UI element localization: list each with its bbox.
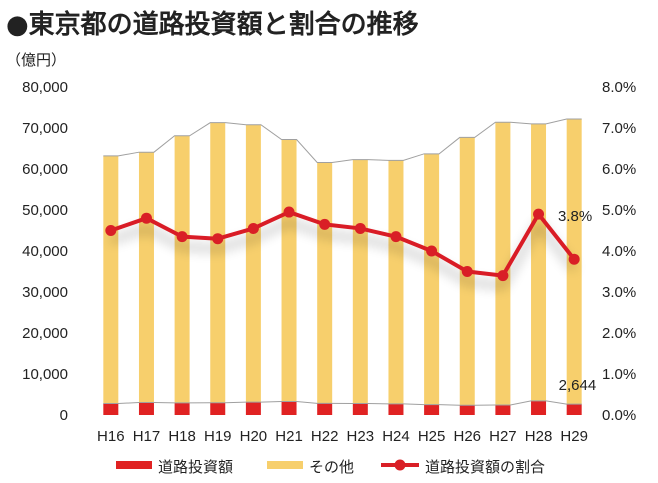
bar-other	[531, 123, 547, 401]
x-tick-label: H24	[382, 428, 410, 445]
ratio-point	[247, 222, 259, 234]
road-outline-line	[103, 400, 582, 406]
ratio-point	[283, 206, 295, 218]
x-tick-label: H19	[204, 428, 232, 445]
legend-label-road-investment: 道路投資額	[158, 458, 233, 476]
right-tick-label: 1.0%	[602, 366, 636, 383]
ratio-line-group	[105, 206, 580, 282]
ratio-point	[390, 231, 402, 243]
x-tick-label: H29	[560, 428, 588, 445]
left-tick-label: 50,000	[22, 202, 68, 219]
bar-other	[281, 139, 297, 402]
ratio-point	[140, 212, 152, 224]
left-tick-label: 40,000	[22, 243, 68, 260]
right-tick-label: 4.0%	[602, 243, 636, 260]
road-investment-annotation: 2,644	[559, 377, 597, 394]
bar-road-investment	[495, 405, 511, 415]
bar-road-investment	[245, 402, 261, 415]
ratio-point	[105, 225, 117, 236]
bar-other	[138, 152, 154, 403]
ratio-point	[354, 222, 366, 234]
legend-label-ratio: 道路投資額の割合	[425, 458, 545, 476]
x-tick-label: H16	[97, 428, 125, 445]
bar-road-investment	[388, 403, 404, 415]
left-tick-label: 20,000	[22, 325, 68, 342]
x-tick-label: H26	[453, 428, 481, 445]
x-axis: H16 H17 H18 H19 H20 H21 H22 H23 H24 H25 H26 H27 H28 H…	[97, 428, 588, 445]
right-axis: 0.0% 1.0% 2.0% 3.0% 4.0% 5.0% 6.0% 7.0% 8.0%	[602, 79, 636, 424]
x-tick-label: H18	[168, 428, 196, 445]
left-tick-label: 30,000	[22, 284, 68, 301]
ratio-point	[426, 245, 438, 257]
total-outline-line	[103, 118, 582, 163]
right-tick-label: 3.0%	[602, 284, 636, 301]
bar-other	[245, 124, 261, 403]
bar-road-investment	[531, 400, 547, 415]
ratio-line	[110, 210, 576, 278]
ratio-point	[533, 208, 545, 220]
x-tick-label: H23	[347, 428, 375, 445]
right-tick-label: 0.0%	[602, 407, 636, 424]
ratio-point	[176, 231, 188, 243]
ratio-annotation: 3.8%	[558, 208, 592, 225]
bar-other	[495, 122, 511, 406]
left-tick-label: 0	[60, 407, 68, 424]
bar-other	[388, 160, 404, 404]
bar-road-investment	[317, 403, 333, 415]
total-outline-group	[103, 118, 582, 406]
right-tick-label: 2.0%	[602, 325, 636, 342]
right-tick-label: 6.0%	[602, 161, 636, 178]
bar-other	[352, 159, 368, 404]
legend: 道路投資額 その他 道路投資額の割合	[116, 458, 545, 476]
bar-road-investment	[352, 403, 368, 415]
left-axis-unit-label: （億円）	[6, 51, 67, 69]
left-tick-label: 80,000	[22, 79, 68, 96]
x-tick-label: H20	[240, 428, 268, 445]
bar-road-investment	[174, 402, 190, 415]
right-tick-label: 7.0%	[602, 120, 636, 137]
left-axis: 0 10,000 20,000 30,000 40,000 50,000 60,000 70,…	[22, 79, 68, 424]
right-tick-label: 5.0%	[602, 202, 636, 219]
bar-other	[424, 153, 440, 405]
x-tick-label: H17	[133, 428, 161, 445]
legend-swatch-road-investment	[116, 461, 152, 469]
x-tick-label: H27	[489, 428, 517, 445]
bar-other	[174, 135, 190, 403]
chart-title: ●東京都の道路投資額と割合の推移	[6, 10, 419, 40]
bar-other	[210, 122, 226, 403]
x-tick-label: H22	[311, 428, 339, 445]
bar-other	[103, 155, 119, 404]
left-tick-label: 10,000	[22, 366, 68, 383]
bar-road-investment	[138, 402, 154, 415]
legend-label-other: その他	[309, 458, 354, 476]
ratio-point	[568, 253, 580, 265]
legend-swatch-other	[267, 461, 303, 469]
bar-road-investment	[103, 403, 119, 415]
bar-other	[317, 162, 333, 404]
ratio-point	[497, 270, 509, 282]
left-tick-label: 70,000	[22, 120, 68, 137]
x-tick-label: H21	[275, 428, 303, 445]
right-tick-label: 8.0%	[602, 79, 636, 96]
legend-swatch-ratio-marker	[394, 459, 406, 471]
x-tick-label: H25	[418, 428, 446, 445]
ratio-point	[319, 218, 331, 230]
ratio-point	[461, 266, 473, 277]
bar-road-investment	[566, 404, 582, 415]
bar-road-investment	[281, 401, 297, 415]
bar-road-investment	[424, 404, 440, 415]
annotations-group: 3.8% 2,644	[558, 208, 596, 394]
bar-road-investment	[459, 405, 475, 415]
ratio-point	[212, 233, 224, 245]
bar-road-investment	[210, 402, 226, 415]
left-tick-label: 60,000	[22, 161, 68, 178]
x-tick-label: H28	[525, 428, 553, 445]
